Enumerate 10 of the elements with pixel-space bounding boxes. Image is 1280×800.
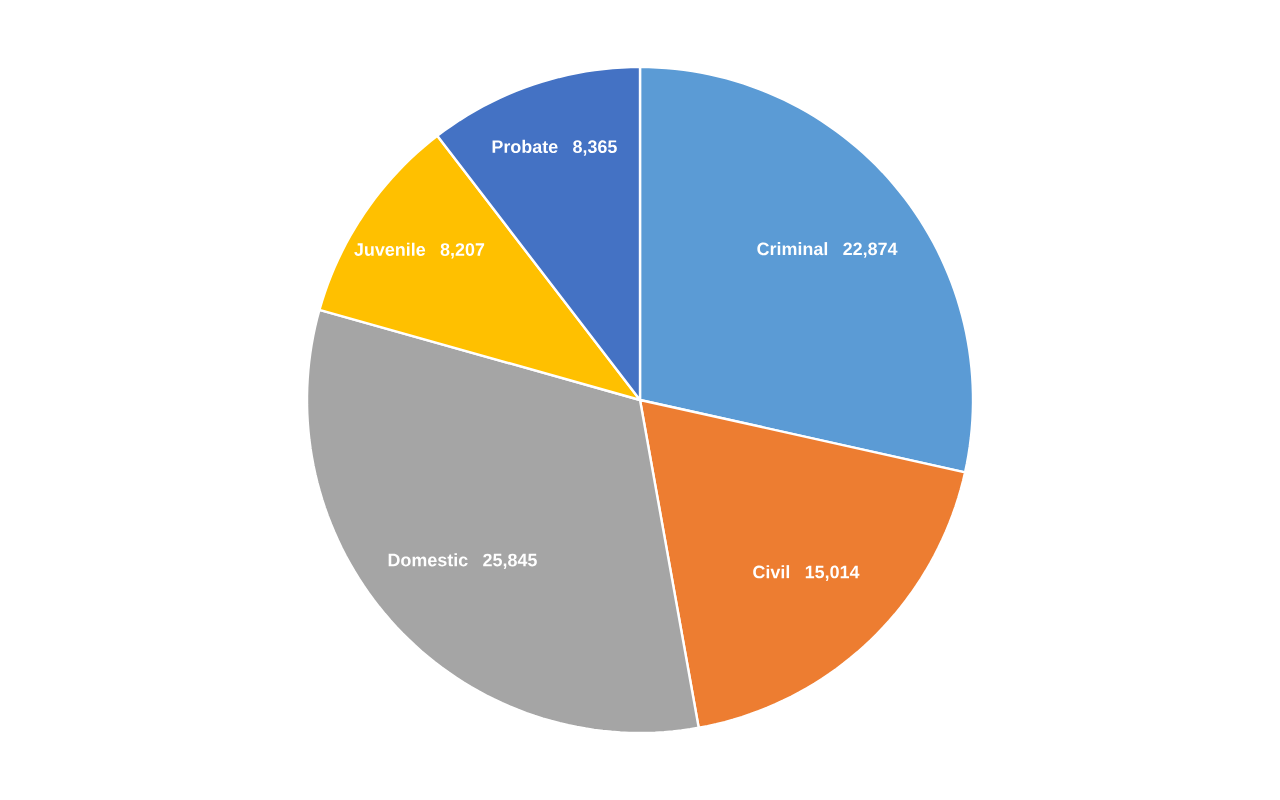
slice-label: Civil	[753, 565, 790, 579]
data-label: 15,014	[805, 565, 860, 581]
data-label: 8,365	[573, 140, 617, 156]
slice-label: Probate	[492, 139, 558, 154]
data-label: 22,874	[843, 242, 898, 258]
slice-label: Domestic	[388, 553, 468, 567]
data-label: 25,845	[483, 553, 537, 569]
data-label: 8,207	[440, 243, 485, 259]
slice-label: Juvenile	[354, 242, 426, 256]
slice-label: Criminal	[757, 242, 828, 256]
